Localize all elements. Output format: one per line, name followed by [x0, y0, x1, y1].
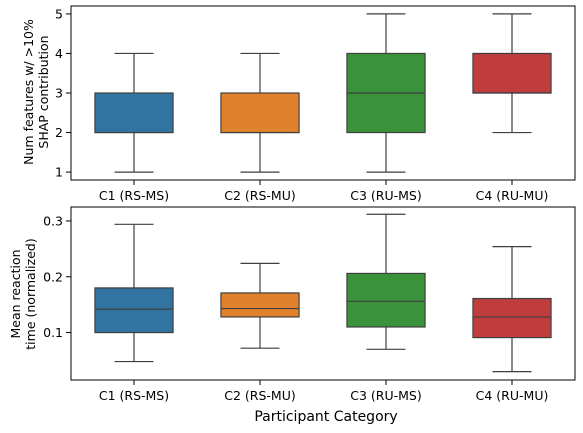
- box-body: [220, 92, 300, 134]
- box-body: [346, 272, 426, 328]
- x-tick-label: C2 (RS-MU): [224, 388, 295, 403]
- y-tick-label: 0.1: [43, 325, 63, 340]
- box-3: [346, 13, 426, 173]
- box-2: [220, 52, 300, 173]
- y-tick-label: 5: [55, 6, 63, 21]
- top-ylabel-line1: Num features w/ >10%: [21, 19, 36, 165]
- chart-bottom-panel: Mean reaction time (normalized) Particip…: [8, 206, 576, 425]
- box-4: [472, 246, 552, 373]
- x-tick-label: C4 (RU-MU): [476, 188, 549, 203]
- box-body: [94, 92, 174, 134]
- box-body: [94, 287, 174, 334]
- box-body: [472, 52, 552, 94]
- box-1: [94, 223, 174, 363]
- axes-frame: [70, 206, 576, 381]
- x-tick-label: C3 (RU-MS): [350, 388, 421, 403]
- box-4: [472, 13, 552, 134]
- box-2: [220, 262, 300, 349]
- box-1: [94, 52, 174, 173]
- y-tick-label: 0.2: [43, 269, 63, 284]
- box-3: [346, 213, 426, 350]
- top-ylabel-line2: SHAP contribution: [36, 35, 51, 148]
- x-tick-label: C2 (RS-MU): [224, 188, 295, 203]
- y-tick-label: 0.3: [43, 213, 63, 228]
- y-tick-label: 3: [55, 86, 63, 101]
- y-tick-label: 4: [55, 46, 63, 61]
- y-tick-label: 2: [55, 125, 63, 140]
- bottom-ylabel-line1: Mean reaction: [8, 249, 23, 338]
- y-tick-label: 1: [55, 165, 63, 180]
- box-body: [472, 297, 552, 339]
- x-tick-label: C3 (RU-MS): [350, 188, 421, 203]
- chart-top-panel: Num features w/ >10% SHAP contribution 1…: [21, 5, 576, 203]
- bottom-ylabel-line2: time (normalized): [23, 238, 38, 349]
- x-axis-label: Participant Category: [254, 409, 397, 425]
- box-body: [220, 292, 300, 318]
- x-tick-label: C1 (RS-MS): [99, 388, 169, 403]
- x-tick-label: C1 (RS-MS): [99, 188, 169, 203]
- x-tick-label: C4 (RU-MU): [476, 388, 549, 403]
- axes-frame: [70, 5, 576, 181]
